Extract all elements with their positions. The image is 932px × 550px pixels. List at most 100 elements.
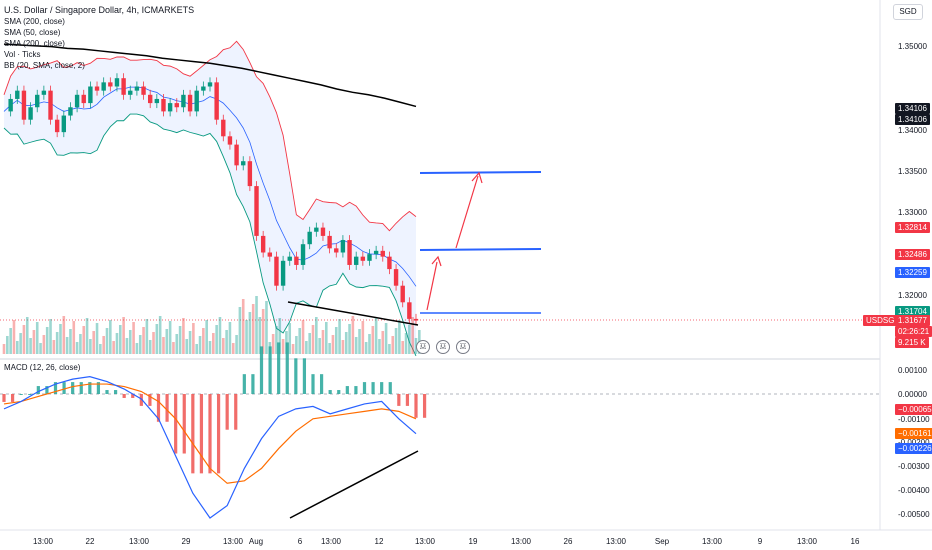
time-tick: 13:00: [414, 537, 436, 546]
volume-bar: [12, 320, 16, 354]
indicator-sma50[interactable]: SMA (50, close): [4, 28, 61, 37]
target-level-mid: [419, 248, 542, 251]
volume-bar: [401, 341, 405, 354]
time-tick: 13:00: [32, 537, 54, 546]
candle-body: [247, 161, 253, 187]
indicator-bollinger[interactable]: BB (20, SMA, close, 2): [4, 61, 85, 70]
volume-bar: [172, 342, 175, 354]
candle-body: [174, 103, 179, 108]
candle-body: [413, 318, 419, 321]
macd-histogram-bar: [414, 394, 418, 418]
volume-bar: [69, 329, 72, 354]
volume-bar: [344, 332, 348, 354]
volume-bar: [35, 322, 39, 354]
volume-bar: [364, 342, 368, 354]
volume-bar: [354, 337, 358, 354]
candle-body: [41, 90, 47, 95]
macd-histogram-bar: [422, 394, 427, 418]
volume-bar: [255, 296, 258, 354]
volume-bar: [198, 336, 202, 354]
volume-bar: [95, 323, 99, 354]
volume-bar: [55, 332, 59, 354]
macd-histogram-bar: [113, 390, 118, 394]
volume-bars: [2, 296, 421, 354]
macd-histogram-bar: [45, 386, 49, 394]
volume-bar: [311, 325, 315, 354]
volume-bar: [381, 331, 385, 354]
macd-histogram-bar: [234, 394, 238, 430]
candle-body: [241, 161, 246, 166]
chart-title: U.S. Dollar / Singapore Dollar, 4h, ICMA…: [4, 5, 195, 15]
candle-body: [68, 107, 73, 116]
candle-body: [15, 90, 20, 99]
volume-bar: [142, 327, 145, 354]
candle-body: [314, 227, 319, 232]
volume-bar: [39, 343, 42, 354]
macd-histogram-bar: [19, 394, 23, 395]
target-level-high: [419, 171, 542, 174]
us-flag-icon[interactable]: 🇺: [456, 340, 470, 354]
volume-bar: [49, 319, 52, 354]
volume-bar: [192, 323, 195, 354]
volume-bar: [132, 322, 135, 354]
macd-histogram-bar: [122, 394, 126, 398]
volume-bar: [245, 320, 248, 354]
bb-upper-badge: 1.32814: [895, 222, 930, 233]
volume-bar: [85, 318, 89, 354]
volume-bar: [75, 342, 79, 354]
candle-body: [307, 231, 312, 245]
indicator-sma200b[interactable]: SMA (200, close): [4, 39, 65, 48]
candle-body: [181, 94, 186, 108]
candle-body: [400, 285, 405, 303]
candle-body: [254, 186, 259, 236]
us-flag-icon[interactable]: 🇺: [436, 340, 450, 354]
volume-bar: [122, 317, 125, 354]
time-tick: 13:00: [222, 537, 244, 546]
indicator-volume[interactable]: Vol · Ticks: [4, 50, 41, 59]
macd-histogram-bar: [345, 386, 349, 394]
volume-bar: [384, 323, 388, 354]
sma200-line: [3, 43, 417, 108]
candle-body: [207, 82, 213, 87]
price-tick: 1.35000: [898, 42, 927, 51]
volume-bar: [102, 336, 105, 354]
volume-bar: [331, 335, 335, 354]
sma50-badge: 1.32259: [895, 267, 930, 278]
candle-body: [28, 107, 33, 120]
volume-bar: [112, 341, 115, 354]
volume-bar: [6, 336, 9, 354]
volume-bar: [29, 338, 32, 354]
macd-histogram-bar: [337, 390, 341, 394]
macd-histogram-bar: [165, 394, 169, 422]
volume-bar: [301, 320, 305, 354]
volume-bar: [9, 328, 12, 354]
volume-bar: [238, 307, 242, 354]
macd-histogram-bar: [28, 394, 32, 395]
candle-body: [48, 90, 53, 120]
candle-body: [393, 269, 399, 286]
candle-body: [147, 94, 153, 104]
volume-bar: [89, 339, 92, 354]
time-tick: 19: [468, 537, 478, 546]
indicator-sma200[interactable]: SMA (200, close): [4, 17, 65, 26]
last-price-badge: 1.31677: [895, 315, 930, 326]
candle-body: [227, 136, 233, 145]
candle-body: [21, 90, 27, 120]
volume-bar: [334, 327, 338, 354]
candle-body: [267, 252, 273, 257]
macd-title[interactable]: MACD (12, 26, close): [4, 363, 81, 372]
macd-trendline: [289, 450, 419, 519]
macd-histogram-bar: [302, 358, 307, 394]
macd-tick: -0.00500: [898, 510, 930, 519]
volume-bar: [411, 317, 414, 354]
volume-bar: [378, 339, 381, 354]
macd-histogram-bar: [96, 382, 101, 394]
us-flag-icon[interactable]: 🇺: [416, 340, 430, 354]
macd-histogram-bar: [148, 394, 152, 406]
volume-bar: [79, 334, 82, 354]
volume-bar: [295, 336, 298, 354]
currency-button[interactable]: SGD: [893, 4, 923, 20]
macd-histogram-bar: [71, 382, 75, 394]
volume-bar: [202, 328, 205, 354]
